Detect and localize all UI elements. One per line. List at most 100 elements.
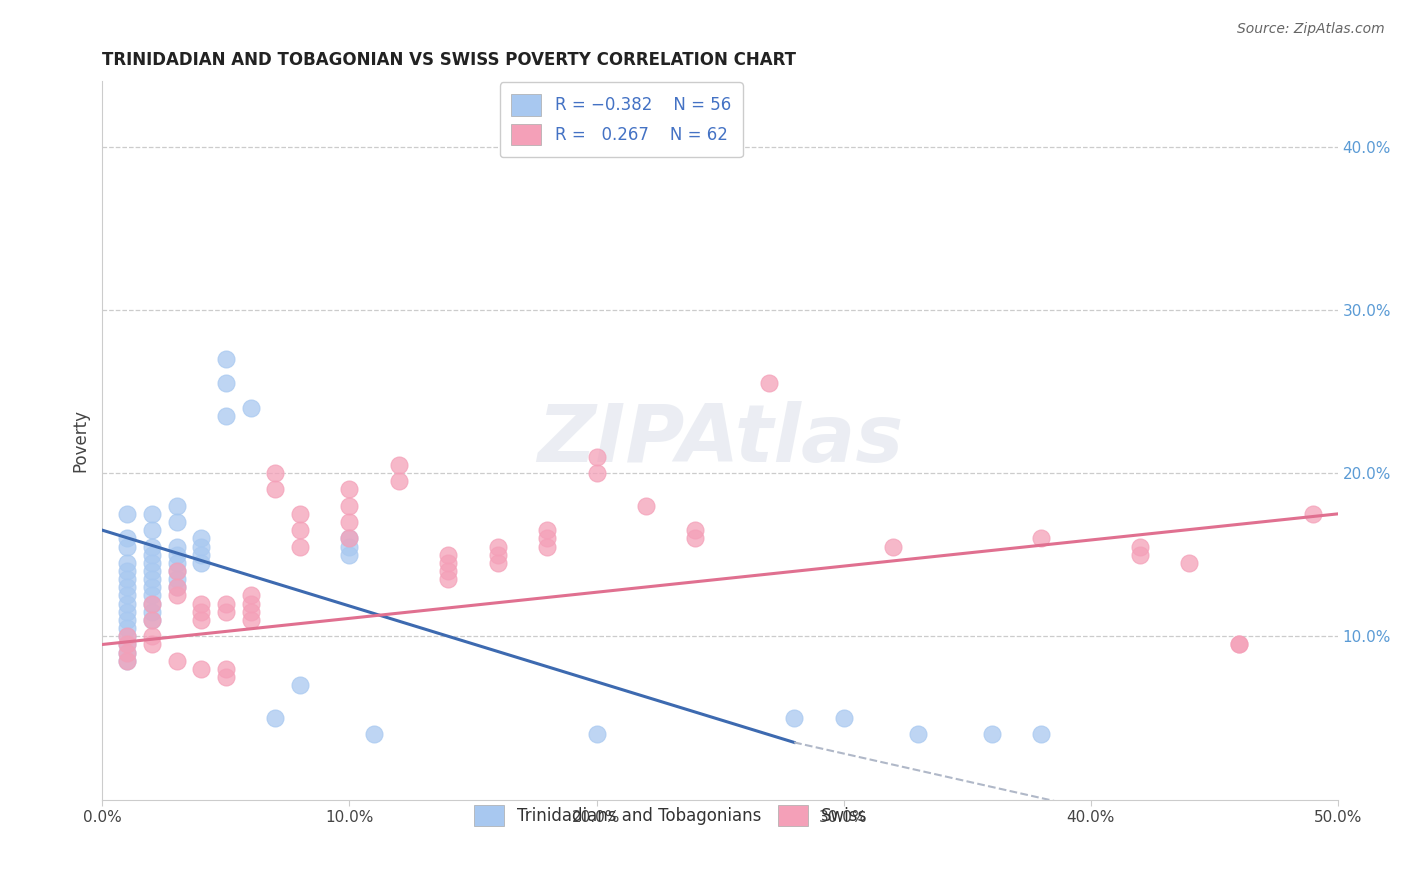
Point (536, 523, 558, 537)
Point (141, 629, 163, 643)
Point (115, 580, 138, 594)
Point (585, 466, 607, 480)
Point (339, 540, 361, 554)
Point (215, 351, 238, 366)
Point (437, 572, 460, 586)
Point (166, 564, 188, 578)
Point (115, 637, 138, 651)
Point (166, 556, 188, 570)
Point (388, 458, 411, 472)
Point (115, 654, 138, 668)
Point (288, 540, 311, 554)
Point (190, 597, 212, 611)
Point (437, 548, 460, 562)
Point (339, 532, 361, 546)
Point (486, 540, 509, 554)
Point (115, 556, 138, 570)
Point (685, 532, 707, 546)
Point (190, 662, 212, 676)
Point (166, 580, 188, 594)
Point (141, 572, 163, 586)
Point (1302, 507, 1324, 521)
Point (115, 597, 138, 611)
Point (141, 507, 163, 521)
Point (339, 483, 361, 497)
Point (141, 613, 163, 627)
Point (239, 605, 262, 619)
Text: ZIPAtlas: ZIPAtlas (537, 401, 903, 479)
Point (190, 605, 212, 619)
Point (239, 613, 262, 627)
Point (339, 515, 361, 529)
Point (363, 727, 385, 741)
Point (141, 589, 163, 603)
Point (115, 564, 138, 578)
Point (141, 564, 163, 578)
Point (141, 580, 163, 594)
Point (239, 589, 262, 603)
Point (115, 637, 138, 651)
Point (1031, 727, 1053, 741)
Point (141, 548, 163, 562)
Point (1178, 556, 1201, 570)
Point (239, 401, 262, 415)
Point (115, 613, 138, 627)
Point (166, 589, 188, 603)
Text: Source: ZipAtlas.com: Source: ZipAtlas.com (1237, 22, 1385, 37)
Point (115, 646, 138, 660)
Point (115, 605, 138, 619)
Point (166, 564, 188, 578)
Point (166, 572, 188, 586)
Point (141, 597, 163, 611)
Point (166, 580, 188, 594)
Point (239, 597, 262, 611)
Point (1227, 637, 1250, 651)
Point (980, 727, 1002, 741)
Point (339, 548, 361, 562)
Point (882, 540, 904, 554)
Point (215, 670, 238, 684)
Point (907, 727, 929, 741)
Point (264, 483, 287, 497)
Legend: Trinidadians and Tobagonians, Swiss: Trinidadians and Tobagonians, Swiss (465, 797, 876, 834)
Point (536, 540, 558, 554)
Point (115, 629, 138, 643)
Point (166, 540, 188, 554)
Point (115, 646, 138, 660)
Point (486, 556, 509, 570)
Point (215, 409, 238, 423)
Point (141, 637, 163, 651)
Point (166, 499, 188, 513)
Point (437, 556, 460, 570)
Point (141, 523, 163, 537)
Point (115, 532, 138, 546)
Point (190, 613, 212, 627)
Point (1031, 532, 1053, 546)
Point (166, 515, 188, 529)
Y-axis label: Poverty: Poverty (72, 409, 89, 472)
Point (115, 507, 138, 521)
Point (215, 605, 238, 619)
Point (288, 507, 311, 521)
Point (141, 605, 163, 619)
Point (115, 572, 138, 586)
Point (166, 548, 188, 562)
Point (685, 523, 707, 537)
Point (115, 589, 138, 603)
Point (190, 548, 212, 562)
Point (115, 621, 138, 635)
Point (115, 629, 138, 643)
Point (1129, 540, 1152, 554)
Point (1129, 548, 1152, 562)
Point (339, 499, 361, 513)
Point (215, 376, 238, 391)
Point (264, 466, 287, 480)
Point (339, 532, 361, 546)
Point (536, 532, 558, 546)
Point (634, 499, 657, 513)
Point (832, 711, 855, 725)
Point (437, 564, 460, 578)
Point (115, 654, 138, 668)
Point (215, 662, 238, 676)
Point (115, 540, 138, 554)
